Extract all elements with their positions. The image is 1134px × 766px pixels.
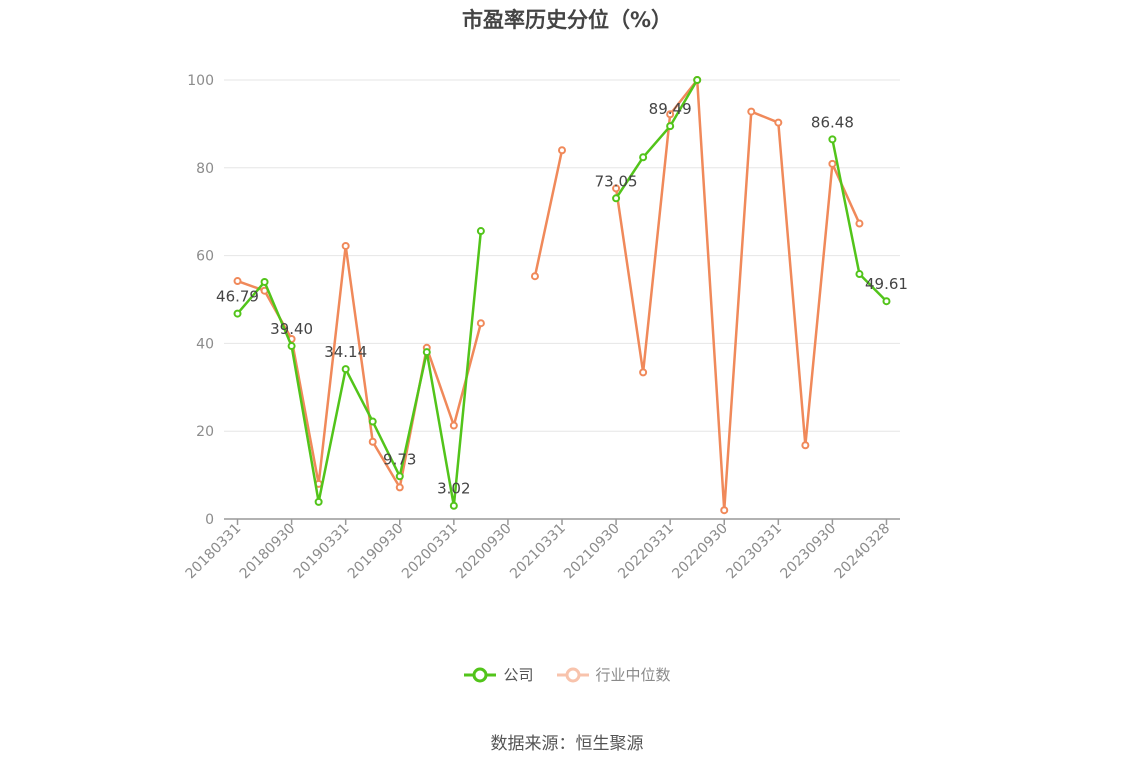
point-company-20180630 xyxy=(260,277,269,286)
x-tick-label-20190331: 20190331 xyxy=(291,521,353,583)
x-tick-label-20180930: 20180930 xyxy=(237,521,299,583)
point-company-20180331 xyxy=(233,309,242,318)
point-company-20191231 xyxy=(422,348,431,357)
x-tick-label-20180331: 20180331 xyxy=(183,521,245,583)
data-label-20180930: 39.40 xyxy=(270,320,313,338)
series-line-company-1 xyxy=(615,79,699,199)
point-industry-20210331 xyxy=(558,146,566,155)
y-tick-label-40: 40 xyxy=(196,336,214,352)
series-line-industry-2 xyxy=(614,78,861,512)
point-company-20210930 xyxy=(612,194,621,203)
point-industry-20210930 xyxy=(612,184,621,193)
x-tick-label-20210930: 20210930 xyxy=(561,521,623,583)
grid-lines xyxy=(224,79,900,432)
legend-industry-label: 行业中位数 xyxy=(595,666,671,684)
point-industry-20231231 xyxy=(855,219,864,228)
x-tick-label-20220331: 20220331 xyxy=(615,521,677,583)
data-label-20210930: 73.05 xyxy=(595,172,638,190)
x-tick-label-20230331: 20230331 xyxy=(723,521,785,583)
point-company-20231231 xyxy=(855,270,864,279)
point-industry-20180331 xyxy=(233,277,242,286)
x-tick-label-20220930: 20220930 xyxy=(669,521,731,583)
x-tick-label-20230930: 20230930 xyxy=(778,521,840,583)
point-industry-20190930 xyxy=(395,483,404,492)
point-company-20230930 xyxy=(828,135,837,144)
point-industry-20201231 xyxy=(530,272,539,281)
point-industry-20211231 xyxy=(639,368,648,377)
series-line-industry-1 xyxy=(533,149,564,277)
y-tick-label-60: 60 xyxy=(196,249,214,265)
point-industry-20200630 xyxy=(476,319,485,328)
point-company-20200331 xyxy=(449,501,458,510)
chart-title: 市盈率历史分位（%） xyxy=(461,8,673,32)
point-company-20181231 xyxy=(314,497,323,506)
point-industry-20220331 xyxy=(666,110,675,119)
data-label-20240328: 49.61 xyxy=(865,275,908,293)
data-label-20190930: 9.73 xyxy=(383,450,416,468)
point-industry-20200331 xyxy=(449,421,458,430)
x-tick-label-20240328: 20240328 xyxy=(832,521,894,583)
point-industry-20230930 xyxy=(828,159,837,168)
point-industry-20220930 xyxy=(720,506,729,515)
point-industry-20221231 xyxy=(747,107,756,116)
legend-industry-icon xyxy=(556,667,589,682)
point-industry-20230331 xyxy=(774,118,783,127)
point-company-20190930 xyxy=(395,472,404,481)
series-line-company-0 xyxy=(236,230,483,507)
point-industry-20190331 xyxy=(341,241,350,250)
x-tick-label-20200331: 20200331 xyxy=(399,521,461,583)
data-label-20180331: 46.79 xyxy=(216,288,259,306)
point-industry-20190630 xyxy=(368,437,377,446)
point-company-20211231 xyxy=(639,153,648,162)
data-label-20200331: 3.02 xyxy=(437,480,470,498)
point-industry-20230630 xyxy=(801,441,810,450)
y-tick-label-20: 20 xyxy=(196,424,214,440)
legend-item-company[interactable]: 公司 xyxy=(463,664,534,685)
y-tick-label-0: 0 xyxy=(205,512,214,528)
x-tick-label-20200930: 20200930 xyxy=(453,521,515,583)
y-tick-label-80: 80 xyxy=(196,161,214,177)
data-labels: 46.79 39.40 34.14 9.73 3.02 73.05 89.49 86.48 49… xyxy=(216,100,908,498)
x-tick-label-20190930: 20190930 xyxy=(345,521,407,583)
data-label-20220331: 89.49 xyxy=(649,100,692,118)
x-tick-label-20210331: 20210331 xyxy=(507,521,569,583)
legend-item-industry[interactable]: 行业中位数 xyxy=(556,664,671,685)
point-company-20200630 xyxy=(476,227,485,236)
point-company-20190331 xyxy=(341,365,350,374)
source-note: 数据来源：恒生聚源 xyxy=(490,734,644,754)
series-layer xyxy=(233,76,891,515)
legend: 公司 行业中位数 xyxy=(0,664,1134,685)
point-company-20240328 xyxy=(882,297,891,306)
point-company-20220331 xyxy=(666,122,675,131)
data-label-20190331: 34.14 xyxy=(324,343,367,361)
legend-company-icon xyxy=(464,667,497,682)
y-tick-label-100: 100 xyxy=(187,73,214,89)
point-company-20190630 xyxy=(368,417,377,426)
legend-company-label: 公司 xyxy=(503,666,534,684)
point-company-20180930 xyxy=(287,342,296,351)
data-label-20230930: 86.48 xyxy=(811,113,854,131)
point-company-20220630 xyxy=(693,76,702,84)
